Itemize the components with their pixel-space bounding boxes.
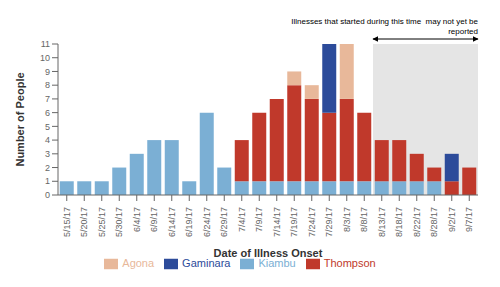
- svg-text:5/20/17: 5/20/17: [79, 207, 89, 237]
- svg-text:8/22/17: 8/22/17: [412, 207, 422, 237]
- svg-text:5/30/17: 5/30/17: [114, 207, 124, 237]
- html-text:Gaminara: Gaminara: [182, 257, 231, 269]
- svg-text:7/4/17: 7/4/17: [237, 207, 247, 232]
- svg-text:4: 4: [45, 135, 50, 145]
- svg-text:8: 8: [45, 80, 50, 90]
- svg-text:Illnesses that started during: Illnesses that started during this time …: [291, 17, 478, 26]
- svg-text:6/29/17: 6/29/17: [219, 207, 229, 237]
- svg-text:Date of Illness Onset: Date of Illness Onset: [214, 247, 323, 259]
- html-text:Thompson: Thompson: [323, 257, 376, 269]
- svg-text:5/15/17: 5/15/17: [62, 207, 72, 237]
- svg-text:6/19/17: 6/19/17: [184, 207, 194, 237]
- svg-text:6/9/17: 6/9/17: [149, 207, 159, 232]
- svg-text:6: 6: [45, 108, 50, 118]
- svg-text:reported: reported: [448, 27, 478, 36]
- svg-text:Number of People: Number of People: [14, 72, 26, 166]
- svg-text:7/9/17: 7/9/17: [254, 207, 264, 232]
- svg-text:7/14/17: 7/14/17: [272, 207, 282, 237]
- html-text:Kiambu: Kiambu: [258, 257, 296, 269]
- svg-text:7: 7: [45, 94, 50, 104]
- svg-text:6/24/17: 6/24/17: [202, 207, 212, 237]
- svg-text:8/18/17: 8/18/17: [394, 207, 404, 237]
- svg-text:6/14/17: 6/14/17: [167, 207, 177, 237]
- svg-text:9/7/17: 9/7/17: [464, 207, 474, 232]
- svg-text:2: 2: [45, 163, 50, 173]
- svg-text:8/28/17: 8/28/17: [429, 207, 439, 237]
- svg-text:3: 3: [45, 149, 50, 159]
- svg-text:0: 0: [45, 190, 50, 200]
- svg-text:8/13/17: 8/13/17: [377, 207, 387, 237]
- svg-text:7/24/17: 7/24/17: [307, 207, 317, 237]
- svg-text:6/4/17: 6/4/17: [132, 207, 142, 232]
- html-text:Agona: Agona: [122, 257, 155, 269]
- svg-text:7/19/17: 7/19/17: [289, 207, 299, 237]
- svg-text:9/2/17: 9/2/17: [447, 207, 457, 232]
- svg-text:11: 11: [41, 39, 50, 49]
- svg-text:5: 5: [45, 122, 50, 132]
- svg-text:1: 1: [45, 176, 50, 186]
- svg-text:8/3/17: 8/3/17: [342, 207, 352, 232]
- svg-text:9: 9: [45, 67, 50, 77]
- svg-text:5/25/17: 5/25/17: [97, 207, 107, 237]
- svg-text:7/29/17: 7/29/17: [324, 207, 334, 237]
- svg-text:10: 10: [40, 53, 50, 63]
- svg-text:8/8/17: 8/8/17: [359, 207, 369, 232]
